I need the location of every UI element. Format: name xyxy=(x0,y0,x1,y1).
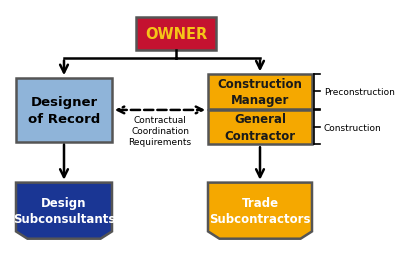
FancyBboxPatch shape xyxy=(208,110,312,145)
Text: General
Contractor: General Contractor xyxy=(224,113,296,142)
FancyBboxPatch shape xyxy=(208,75,312,109)
Polygon shape xyxy=(208,183,312,239)
Text: Designer
of Record: Designer of Record xyxy=(28,96,100,125)
Text: Construction
Manager: Construction Manager xyxy=(218,77,302,107)
Text: Trade
Subcontractors: Trade Subcontractors xyxy=(209,196,311,226)
Text: OWNER: OWNER xyxy=(145,27,207,42)
Text: Design
Subconsultants: Design Subconsultants xyxy=(13,196,115,226)
Polygon shape xyxy=(16,183,112,239)
Text: Contractual
Coordination
Requirements: Contractual Coordination Requirements xyxy=(128,116,192,146)
FancyBboxPatch shape xyxy=(16,79,112,142)
FancyBboxPatch shape xyxy=(136,18,216,51)
Text: Preconstruction: Preconstruction xyxy=(324,88,395,97)
Text: Construction: Construction xyxy=(324,123,382,132)
